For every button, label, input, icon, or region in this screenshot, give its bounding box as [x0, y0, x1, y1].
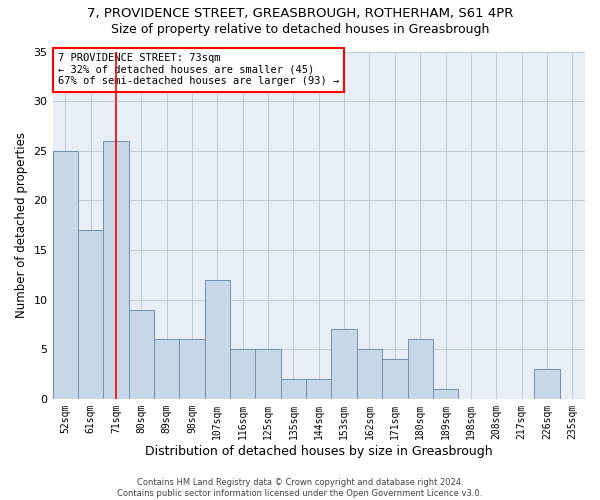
Bar [382, 359, 407, 399]
Bar [433, 389, 458, 399]
Bar [53, 150, 78, 399]
Bar [78, 230, 103, 399]
Bar [103, 141, 128, 399]
Bar [281, 379, 306, 399]
Bar [230, 349, 256, 399]
Bar [534, 369, 560, 399]
Y-axis label: Number of detached properties: Number of detached properties [15, 132, 28, 318]
Bar [306, 379, 331, 399]
Text: Size of property relative to detached houses in Greasbrough: Size of property relative to detached ho… [111, 22, 489, 36]
Bar [128, 310, 154, 399]
Bar [407, 340, 433, 399]
Text: Contains HM Land Registry data © Crown copyright and database right 2024.
Contai: Contains HM Land Registry data © Crown c… [118, 478, 482, 498]
Text: 7 PROVIDENCE STREET: 73sqm
← 32% of detached houses are smaller (45)
67% of semi: 7 PROVIDENCE STREET: 73sqm ← 32% of deta… [58, 53, 339, 86]
Bar [154, 340, 179, 399]
Bar [205, 280, 230, 399]
Text: 7, PROVIDENCE STREET, GREASBROUGH, ROTHERHAM, S61 4PR: 7, PROVIDENCE STREET, GREASBROUGH, ROTHE… [87, 8, 513, 20]
Bar [256, 349, 281, 399]
Bar [179, 340, 205, 399]
Bar [357, 349, 382, 399]
X-axis label: Distribution of detached houses by size in Greasbrough: Distribution of detached houses by size … [145, 444, 493, 458]
Bar [331, 330, 357, 399]
